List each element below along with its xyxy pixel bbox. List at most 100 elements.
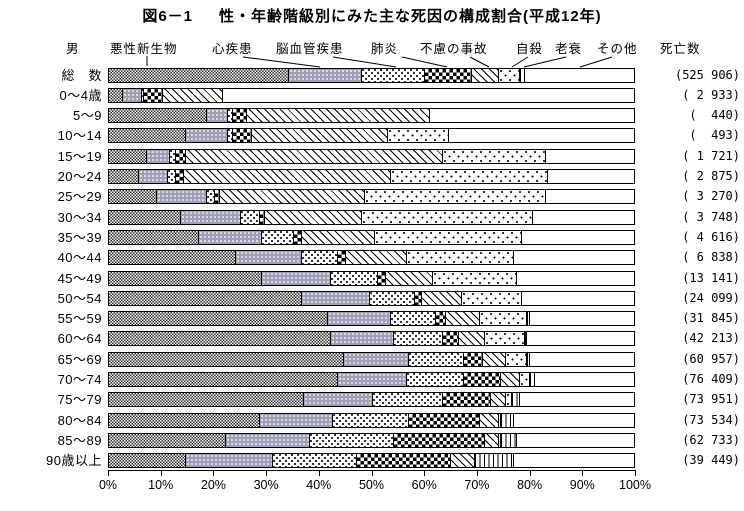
bar-segment-heart-disease [258,413,333,427]
axis-tick [529,471,531,476]
stacked-bar [108,290,635,306]
chart-row: 65～69 (60 957) [0,351,744,367]
bar-segment-other [544,149,634,163]
bar-segment-cerebrovascular-disease [389,312,435,326]
bar-segment-malignant-neoplasm [109,170,138,183]
axis-tick [213,471,215,476]
bar-segment-pneumonia [174,149,186,163]
sex-label: 男 [66,42,80,56]
age-group-label: 30～34 [57,209,102,225]
chart-row: 45～49 (13 141) [0,270,744,286]
legend-item-cerebrovascular-disease: 脳血管疾患 [276,42,344,56]
axis-tick [266,471,268,476]
legend-item-pneumonia: 肺炎 [371,42,399,56]
bar-segment-suicide [405,251,514,265]
bar-segment-other [221,88,634,102]
bar-segment-suicide [505,393,511,407]
stacked-bar [108,108,635,124]
death-count: (525 906) [674,67,740,82]
death-count: (60 957) [682,351,740,366]
bar-segment-other [544,190,634,204]
bar-segment-malignant-neoplasm [109,251,235,265]
legend-item-senility: 老衰 [555,42,583,56]
bar-segment-senility [473,454,514,468]
age-group-label: 15～19 [57,148,102,164]
death-count: (31 845) [682,311,740,326]
bar-segment-accidents [471,68,498,82]
bar-segment-heart-disease [303,393,372,407]
leader-line [579,56,613,68]
age-group-label: 50～54 [57,290,102,306]
bar-segment-suicide [389,170,548,183]
bar-segment-accidents [500,373,519,386]
bar-segment-malignant-neoplasm [109,271,262,285]
bar-segment-pneumonia [355,454,451,468]
figure-number: 図6－1 [142,8,193,25]
bar-segment-suicide [460,291,522,305]
bar-segment-pneumonia [463,373,501,386]
stacked-bar [108,128,635,144]
bar-segment-senility [500,413,514,427]
death-count: ( 4 616) [682,229,740,244]
legend-item-heart-disease: 心疾患 [212,42,253,56]
axis-tick-label: 20% [200,478,226,492]
bar-segment-cerebrovascular-disease [169,149,175,163]
death-count: (62 733) [682,432,740,447]
bar-segment-suicide [363,190,545,204]
death-count: ( 1 721) [682,148,740,163]
x-axis [108,470,636,477]
bar-segment-malignant-neoplasm [109,230,199,244]
axis-tick-label: 70% [464,478,490,492]
age-group-label: 65～69 [57,351,102,367]
bar-segment-cerebrovascular-disease [361,68,424,82]
bar-segment-heart-disease [206,109,228,123]
bar-segment-accidents [245,109,430,123]
bar-segment-pneumonia [408,413,480,427]
stacked-bar [108,209,635,225]
axis-tick-label: 60% [411,478,437,492]
bar-segment-cerebrovascular-disease [300,251,338,265]
leader-line [511,56,529,68]
axis-tick [424,471,426,476]
bar-segment-heart-disease [122,88,141,102]
bar-segment-heart-disease [224,433,309,447]
death-count: (24 099) [682,290,740,305]
leader-line [523,56,567,68]
chart-row: 40～44 ( 6 838) [0,250,744,266]
bar-segment-cerebrovascular-disease [166,170,175,183]
bar-segment-malignant-neoplasm [109,129,186,143]
stacked-bar [108,67,635,83]
stacked-bar [108,270,635,286]
stacked-bar [108,453,635,469]
age-group-label: 45～49 [57,270,102,286]
bar-segment-accidents [489,393,506,407]
bar-segment-other [531,210,634,224]
bar-segment-pneumonia [292,230,301,244]
stacked-bar [108,250,635,266]
bar-segment-other [429,109,634,123]
bar-segment-other [513,413,634,427]
bar-segment-cerebrovascular-disease [227,129,233,143]
bar-segment-heart-disease [326,312,390,326]
bar-segment-other [521,230,634,244]
bar-segment-cerebrovascular-disease [206,190,214,204]
bar-segment-suicide [442,149,545,163]
deaths-column-header: 死亡数 [660,42,701,56]
bar-segment-senility [529,373,535,386]
chart-row: 20～24 ( 2 875) [0,169,744,184]
bar-segment-accidents [479,413,498,427]
age-group-label: 80～84 [57,412,102,428]
bar-segment-malignant-neoplasm [109,393,304,407]
stacked-bar [108,87,635,103]
legend-item-accidents: 不慮の事故 [420,42,488,56]
axis-tick [318,471,320,476]
bar-segment-senility [523,332,527,346]
bar-segment-other [513,251,634,265]
bar-segment-malignant-neoplasm [109,190,157,204]
bar-segment-cerebrovascular-disease [371,393,443,407]
stacked-bar [108,372,635,387]
stacked-bar [108,331,635,347]
bar-segment-pneumonia [214,190,220,204]
bar-segment-accidents [219,190,364,204]
bar-segment-cerebrovascular-disease [368,291,414,305]
